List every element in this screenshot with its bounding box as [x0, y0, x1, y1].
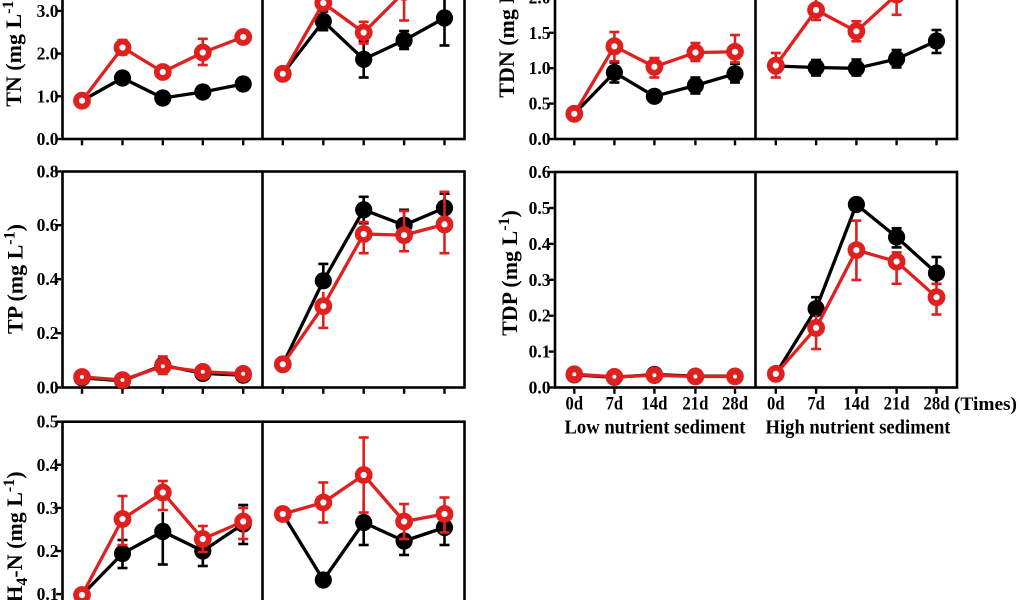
svg-text:TP (mg L-1): TP (mg L-1) [2, 224, 28, 334]
svg-text:NH4-N (mg L-1): NH4-N (mg L-1) [1, 471, 31, 600]
svg-text:Low nutrient sediment: Low nutrient sediment [565, 417, 746, 439]
svg-text:TN (mg L-1): TN (mg L-1) [0, 0, 26, 107]
svg-text:14d: 14d [843, 394, 869, 415]
svg-text:28d: 28d [924, 394, 950, 415]
svg-text:0.3: 0.3 [529, 270, 551, 290]
svg-text:21d: 21d [682, 394, 708, 415]
svg-text:7d: 7d [807, 394, 825, 415]
svg-text:0.4: 0.4 [37, 269, 59, 289]
svg-text:0.2: 0.2 [37, 541, 59, 561]
svg-text:28d: 28d [722, 394, 748, 415]
svg-text:1.0: 1.0 [529, 58, 551, 78]
svg-text:0d: 0d [767, 394, 785, 415]
svg-text:0.4: 0.4 [37, 455, 59, 475]
svg-text:21d: 21d [884, 394, 910, 415]
svg-text:0.0: 0.0 [37, 129, 59, 149]
svg-text:0.6: 0.6 [37, 215, 59, 235]
svg-text:7d: 7d [606, 394, 624, 415]
svg-text:0d: 0d [566, 394, 584, 415]
svg-text:(Times): (Times) [954, 394, 1017, 415]
svg-text:14d: 14d [641, 394, 667, 415]
svg-text:2.0: 2.0 [529, 0, 551, 7]
svg-text:0.2: 0.2 [529, 306, 551, 326]
svg-text:0.0: 0.0 [37, 378, 59, 398]
svg-text:0.1: 0.1 [37, 584, 59, 600]
svg-text:0.5: 0.5 [529, 198, 551, 218]
svg-text:2.0: 2.0 [37, 44, 59, 64]
svg-text:1.5: 1.5 [529, 23, 551, 43]
svg-text:TDP (mg L-1): TDP (mg L-1) [496, 210, 522, 336]
svg-text:TDN (mg L-1): TDN (mg L-1) [493, 0, 519, 98]
svg-text:0.5: 0.5 [37, 412, 59, 432]
svg-text:1.0: 1.0 [37, 86, 59, 106]
svg-text:0.0: 0.0 [529, 378, 551, 398]
svg-text:0.3: 0.3 [37, 498, 59, 518]
svg-text:3.0: 3.0 [37, 1, 59, 21]
svg-text:0.4: 0.4 [529, 234, 551, 254]
svg-text:0.8: 0.8 [37, 162, 59, 182]
svg-text:0.6: 0.6 [529, 162, 551, 182]
svg-text:0.0: 0.0 [529, 129, 551, 149]
svg-text:0.2: 0.2 [37, 323, 59, 343]
svg-text:0.5: 0.5 [529, 94, 551, 114]
svg-text:0.1: 0.1 [529, 342, 551, 362]
svg-text:High nutrient sediment: High nutrient sediment [766, 417, 951, 439]
